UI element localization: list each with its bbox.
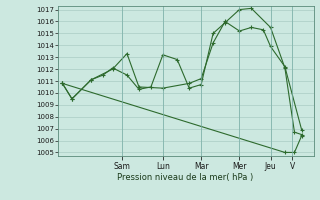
- X-axis label: Pression niveau de la mer( hPa ): Pression niveau de la mer( hPa ): [117, 173, 254, 182]
